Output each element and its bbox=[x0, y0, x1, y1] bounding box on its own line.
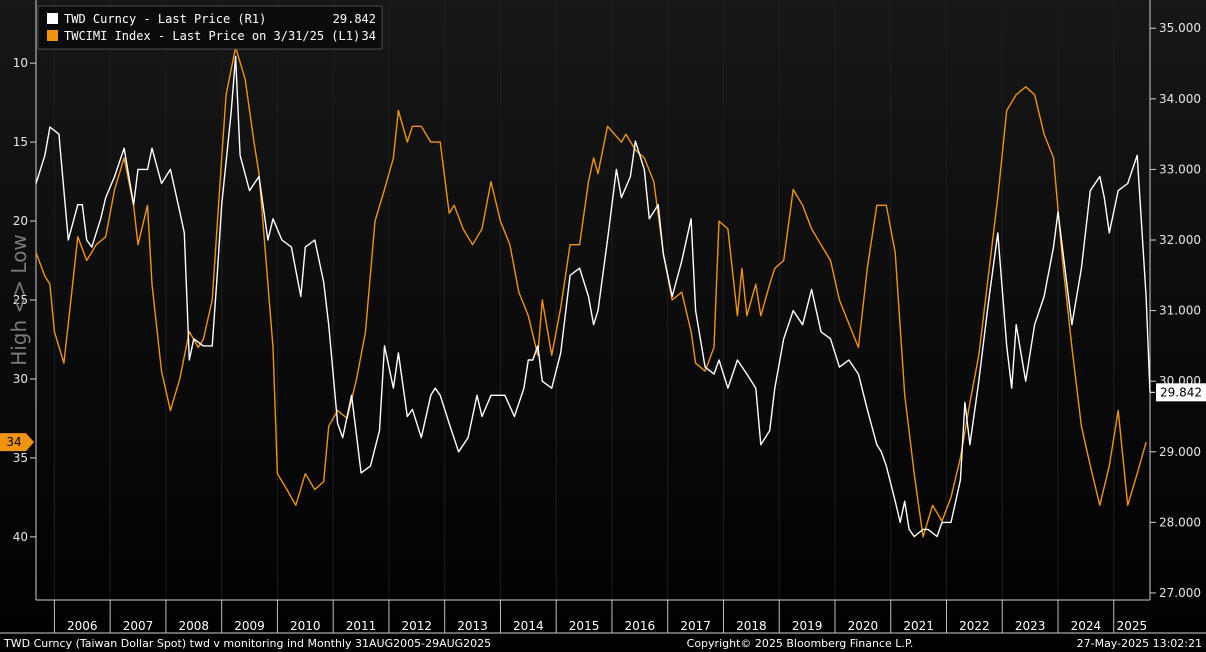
year-label: 2021 bbox=[903, 619, 934, 633]
left-tick-label: 25 bbox=[13, 293, 28, 307]
legend-label-twcimi: TWCIMI Index - Last Price on 3/31/25 (L1… bbox=[64, 29, 360, 43]
legend-value-twcimi: 34 bbox=[362, 29, 376, 43]
left-tick-label: 35 bbox=[13, 451, 28, 465]
year-label: 2009 bbox=[234, 619, 265, 633]
twd-last-value: 29.842 bbox=[1160, 385, 1202, 399]
year-label: 2013 bbox=[457, 619, 488, 633]
year-label: 2019 bbox=[792, 619, 823, 633]
year-label: 2010 bbox=[290, 619, 321, 633]
legend-box bbox=[37, 5, 383, 50]
legend-label-twd: TWD Curncy - Last Price (R1) bbox=[64, 12, 266, 26]
right-tick-label: 29.000 bbox=[1159, 445, 1201, 459]
footer-center: Copyright© 2025 Bloomberg Finance L.P. bbox=[687, 637, 914, 650]
right-tick-label: 35.000 bbox=[1159, 21, 1201, 35]
twcimi-last-value: 34 bbox=[6, 435, 21, 449]
twd-last-tag bbox=[1156, 383, 1206, 402]
legend-swatch-twd bbox=[47, 13, 58, 24]
right-tick-label: 27.000 bbox=[1159, 586, 1201, 600]
footer-left: TWD Curncy (Taiwan Dollar Spot) twd v mo… bbox=[3, 637, 491, 650]
twcimi-last-tag bbox=[0, 433, 34, 452]
legend: TWD Curncy - Last Price (R1) 29.842 TWCI… bbox=[37, 5, 383, 50]
left-tick-label: 20 bbox=[13, 214, 28, 228]
left-tick-label: 30 bbox=[13, 372, 28, 386]
right-tick-label: 32.000 bbox=[1159, 233, 1201, 247]
left-axis-label: High <> Low bbox=[7, 234, 31, 366]
year-label: 2012 bbox=[402, 619, 433, 633]
year-label: 2008 bbox=[179, 619, 210, 633]
year-label: 2023 bbox=[1015, 619, 1046, 633]
year-label: 2007 bbox=[123, 619, 154, 633]
year-label: 2015 bbox=[569, 619, 600, 633]
year-label: 2017 bbox=[680, 619, 711, 633]
right-tick-label: 31.000 bbox=[1159, 304, 1201, 318]
year-label: 2014 bbox=[513, 619, 544, 633]
year-label: 2011 bbox=[346, 619, 377, 633]
series-line-twcimi bbox=[35, 46, 1147, 538]
year-label: 2020 bbox=[848, 619, 879, 633]
year-label: 2018 bbox=[736, 619, 767, 633]
left-tick-label: 15 bbox=[13, 135, 28, 149]
series-line-twd bbox=[35, 55, 1151, 538]
year-label: 2025 bbox=[1117, 619, 1148, 633]
left-tick-label: 10 bbox=[13, 56, 28, 70]
legend-swatch-twcimi bbox=[47, 30, 58, 41]
year-label: 2022 bbox=[959, 619, 990, 633]
right-tick-label: 33.000 bbox=[1159, 162, 1201, 176]
left-tick-label: 40 bbox=[13, 530, 28, 544]
legend-value-twd: 29.842 bbox=[333, 12, 376, 26]
right-tick-label: 28.000 bbox=[1159, 515, 1201, 529]
footer-right: 27-May-2025 13:02:21 bbox=[1077, 637, 1202, 650]
right-tick-label: 34.000 bbox=[1159, 92, 1201, 106]
year-label: 2016 bbox=[625, 619, 656, 633]
year-label: 2006 bbox=[67, 619, 98, 633]
year-label: 2024 bbox=[1071, 619, 1102, 633]
